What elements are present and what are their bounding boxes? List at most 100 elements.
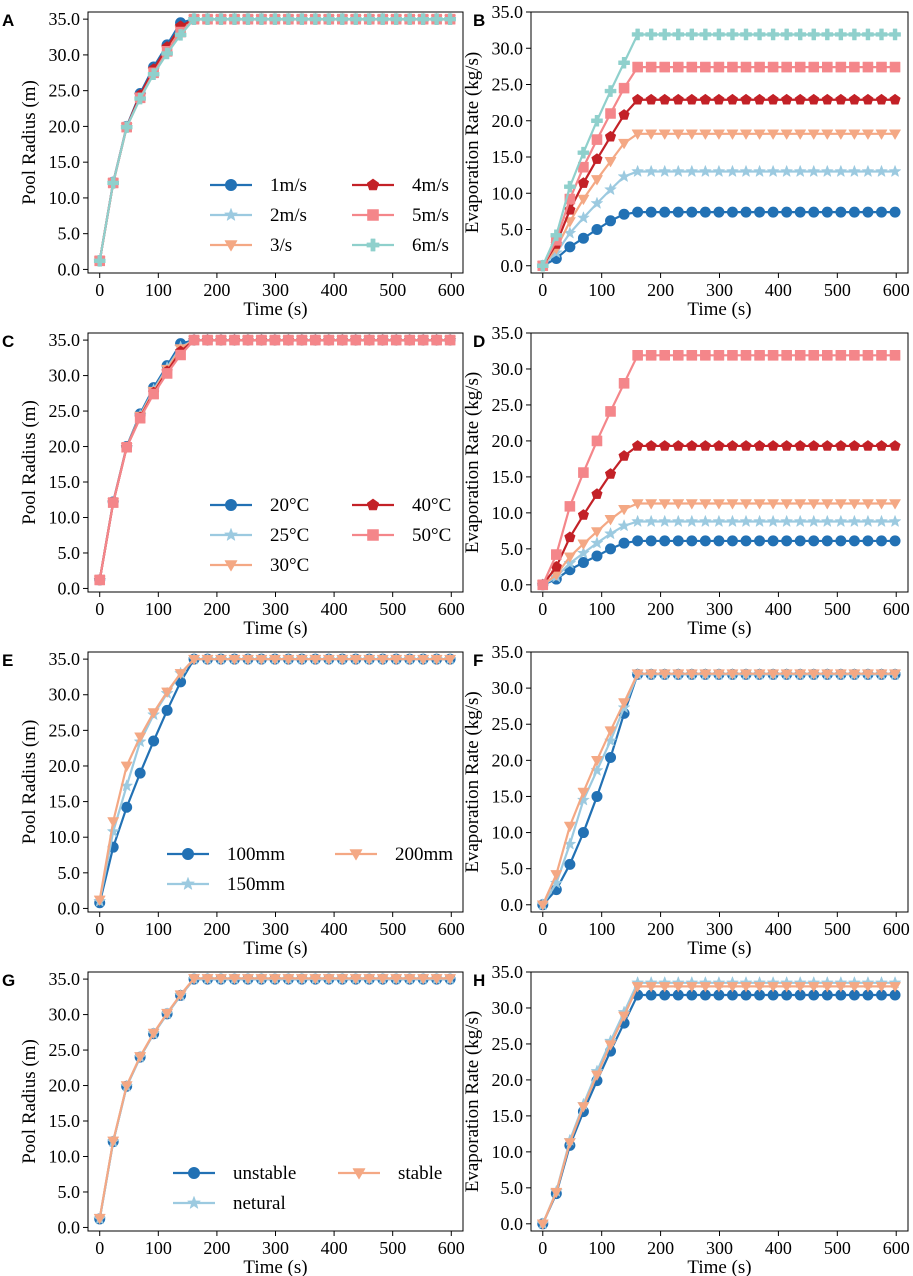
series-stable <box>536 982 901 1230</box>
legend-entry: 50°C <box>352 525 451 546</box>
data-point <box>604 515 617 526</box>
data-point <box>631 165 644 177</box>
data-point <box>578 161 589 173</box>
legend-label: 1m/s <box>270 175 307 196</box>
data-point <box>862 206 874 218</box>
data-point <box>309 13 322 25</box>
plot-frame <box>530 332 909 593</box>
plot-frame <box>87 11 464 274</box>
legend-marker <box>367 209 379 221</box>
data-point <box>310 334 321 346</box>
data-point <box>713 206 725 218</box>
data-point <box>835 61 847 73</box>
y-tick-label: 25.0 <box>49 720 81 740</box>
data-point <box>256 334 267 346</box>
legend-entry: 200mm <box>335 844 453 865</box>
data-point <box>672 129 685 140</box>
data-point <box>604 527 617 539</box>
data-point <box>577 509 589 520</box>
data-point <box>767 982 779 993</box>
data-point <box>740 93 752 105</box>
data-point <box>794 982 807 993</box>
data-point <box>658 499 671 510</box>
data-point <box>767 129 779 140</box>
x-tick-label: 500 <box>824 1238 851 1258</box>
data-point <box>848 499 861 510</box>
legend-label: stable <box>398 1163 442 1184</box>
data-point <box>726 440 738 451</box>
data-point <box>296 334 308 346</box>
legend-label: 150mm <box>227 874 285 895</box>
data-point <box>174 669 187 680</box>
data-point <box>296 654 308 665</box>
data-point <box>808 350 820 361</box>
y-tick-label: 10.0 <box>49 188 81 208</box>
x-tick-label: 600 <box>883 280 910 300</box>
data-point <box>686 669 698 680</box>
panel-D: D 0 100 200 300 400 500 600 0.0 5.0 10.0 15.0 20.0 25… <box>462 323 910 639</box>
data-point <box>672 165 685 177</box>
data-point <box>862 129 874 140</box>
data-point <box>605 751 617 763</box>
data-point <box>834 165 847 177</box>
data-point <box>417 13 429 25</box>
series-200mm <box>536 669 901 911</box>
data-point <box>740 982 752 993</box>
y-tick-label: 0.0 <box>58 898 81 918</box>
legend-marker <box>188 1167 200 1179</box>
data-point <box>876 61 887 73</box>
y-tick-label: 35.0 <box>49 649 81 669</box>
legend-entry: 25°C <box>210 525 309 546</box>
x-axis-label: Time (s) <box>243 618 307 639</box>
data-point <box>699 206 711 218</box>
data-point <box>727 61 738 73</box>
data-point <box>848 440 860 451</box>
y-tick-label: 10.0 <box>492 503 524 523</box>
data-point <box>767 499 779 510</box>
data-point <box>93 255 106 267</box>
data-point <box>591 435 603 447</box>
data-point <box>808 440 820 451</box>
data-point <box>336 13 349 25</box>
data-point <box>430 974 443 985</box>
data-point <box>862 669 874 680</box>
data-point <box>875 982 888 993</box>
data-point <box>577 177 589 188</box>
data-point <box>658 165 671 177</box>
y-tick-label: 0.0 <box>501 895 524 915</box>
legend-label: 20°C <box>270 495 309 516</box>
legend-label: 200mm <box>395 844 453 865</box>
data-point <box>754 535 766 547</box>
data-point <box>726 165 739 177</box>
data-point <box>645 206 657 218</box>
data-point <box>753 28 766 41</box>
data-point <box>444 334 456 346</box>
data-point <box>754 93 766 105</box>
legend-marker <box>225 499 237 511</box>
data-point <box>591 1070 603 1081</box>
data-point <box>242 334 254 346</box>
data-point <box>686 93 698 105</box>
data-point <box>713 440 725 451</box>
data-point <box>659 350 671 361</box>
data-point <box>377 334 389 346</box>
y-tick-label: 0.0 <box>58 578 81 598</box>
series-200mm <box>93 654 456 906</box>
y-tick-label: 25.0 <box>492 395 524 415</box>
data-point <box>188 654 200 665</box>
data-point <box>672 982 685 993</box>
data-point <box>590 536 603 549</box>
data-point <box>713 129 725 140</box>
data-point <box>780 165 793 177</box>
y-tick-label: 25.0 <box>492 1034 524 1054</box>
data-point <box>726 535 738 547</box>
x-tick-label: 100 <box>588 599 615 619</box>
data-point <box>821 206 833 218</box>
data-point <box>726 93 738 105</box>
y-tick-label: 25.0 <box>49 401 81 421</box>
data-point <box>282 654 295 665</box>
data-point <box>889 515 902 527</box>
data-point <box>821 499 834 510</box>
data-point <box>631 982 644 993</box>
y-tick-label: 5.0 <box>501 220 524 240</box>
